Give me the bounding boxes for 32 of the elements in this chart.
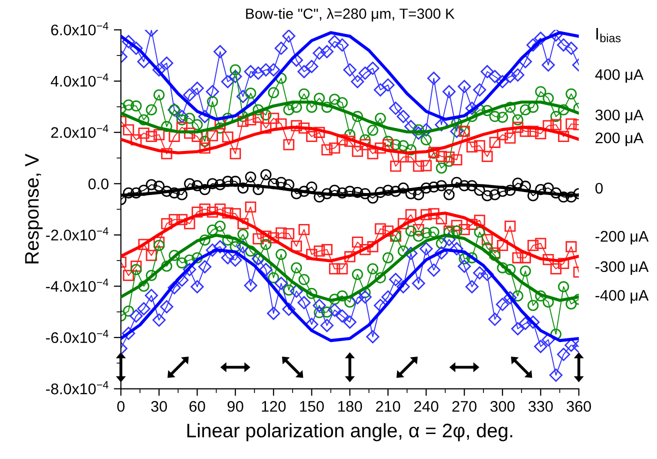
x-tick-label: 60 xyxy=(189,400,206,412)
x-axis-title: Linear polarization angle, α = 2φ, deg. xyxy=(187,423,512,442)
x-tick-label: 240 xyxy=(414,400,438,412)
series-label: -200 μA xyxy=(596,230,649,245)
series-label: 300 μA xyxy=(595,110,644,124)
y-axis-title: Response, V xyxy=(25,154,43,264)
x-tick-label: 270 xyxy=(452,400,476,412)
text: -400 μA xyxy=(596,290,649,304)
legend-title: I$_{bias}$ xyxy=(596,28,621,42)
x-tick-label: 360 xyxy=(566,400,591,412)
x-tick-label: 0 xyxy=(117,400,125,412)
y-tick-label: 4.0x10$^{−4}$ xyxy=(50,74,108,87)
y-tick-label: -2.0x10$^{−4}$ xyxy=(46,227,108,240)
x-tick-label: 330 xyxy=(528,400,553,412)
series-label: 0 xyxy=(595,182,603,194)
x-tick-label: 30 xyxy=(151,400,167,412)
chart-title: Bow-tie "C", λ=280 μm, T=300 K xyxy=(246,8,455,22)
y-tick-label: 0.0 xyxy=(88,178,108,190)
x-tick-label: 90 xyxy=(228,400,244,412)
y-tick-label: 2.0x10$^{−4}$ xyxy=(51,124,108,138)
y-tick-label: 6.0x10$^{−4}$ xyxy=(51,22,108,36)
y-tick-label: -4.0x10$^{−4}$ xyxy=(46,278,108,292)
y-tick-label: -8.0x10$^{−4}$ xyxy=(46,381,108,394)
x-tick-label: 150 xyxy=(300,400,324,412)
x-tick-label: 180 xyxy=(338,400,362,412)
x-tick-label: 210 xyxy=(376,400,400,412)
series-label: 200 μA xyxy=(596,132,644,146)
y-tick-label: -6.0x10$^{−4}$ xyxy=(46,330,108,344)
series-label: 400 μA xyxy=(595,69,644,83)
series-label: -300 μA xyxy=(596,261,649,275)
x-tick-label: 120 xyxy=(262,400,286,412)
x-tick-label: 300 xyxy=(490,400,515,412)
